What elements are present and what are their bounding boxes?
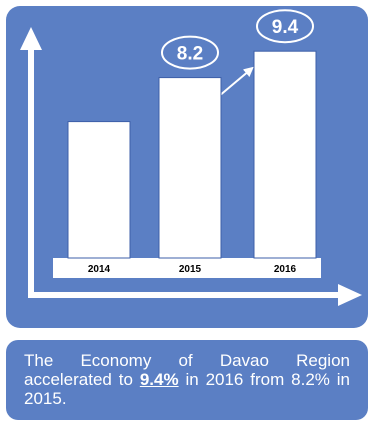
data-label-ring-2016 [256, 9, 314, 44]
tick-label-2014: 2014 [88, 264, 111, 275]
bar-2014 [67, 121, 131, 259]
caption-box: The Economy of Davao Region accelerated … [6, 340, 368, 420]
bar-2015 [158, 77, 222, 259]
bar-chart: 2014 2015 2016 8.2 9.4 [20, 9, 362, 306]
caption-text: The Economy of Davao Region accelerated … [24, 351, 350, 389]
y-axis-arrow-icon [20, 27, 42, 50]
tick-label-2015: 2015 [179, 264, 202, 275]
data-label-2015: 8.2 [177, 44, 203, 65]
bar-2016 [253, 50, 317, 259]
caption-highlight: 9.4% [139, 370, 179, 389]
caption-text-end: in 2016 from 8.2% in 2015. [24, 370, 350, 408]
category-band [53, 258, 321, 278]
x-axis-arrow-icon [338, 284, 362, 306]
tick-label-2016: 2016 [274, 264, 297, 275]
data-label-2016: 9.4 [272, 17, 299, 38]
data-label-ring-2015 [161, 35, 219, 70]
